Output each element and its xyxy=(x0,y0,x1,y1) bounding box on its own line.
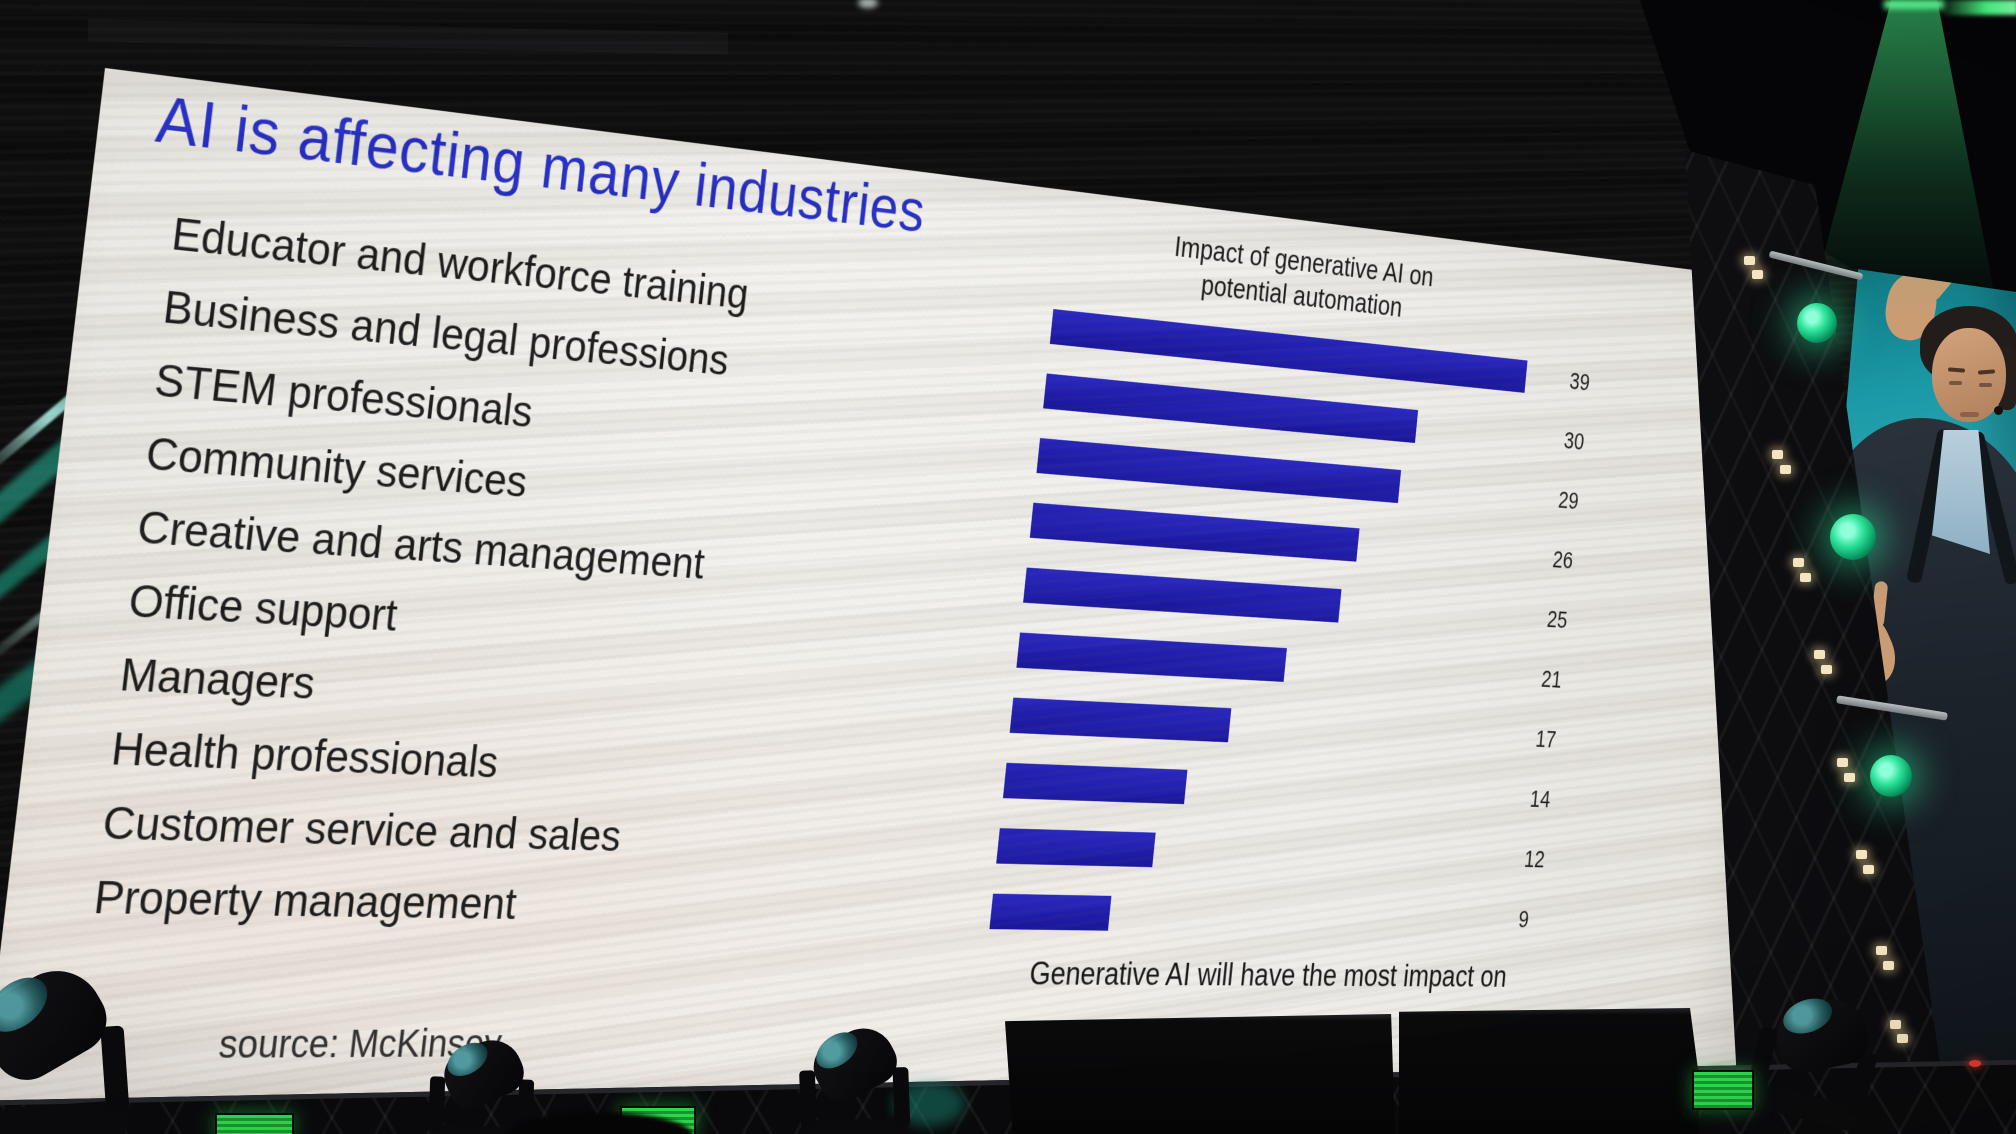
impact-value: 12 xyxy=(1523,846,1546,874)
corner-light-glow xyxy=(1938,0,2016,15)
light-lens xyxy=(441,1035,494,1083)
impact-value: 26 xyxy=(1551,546,1575,575)
light-lens xyxy=(809,1024,865,1076)
laptop-silhouette xyxy=(1399,1008,1699,1134)
speaker-eye xyxy=(1979,383,1992,387)
light-base xyxy=(802,1117,909,1134)
impact-bar xyxy=(1002,762,1188,805)
truss-led xyxy=(1752,270,1763,279)
impact-bar xyxy=(1016,632,1287,682)
impact-bar xyxy=(1009,697,1232,743)
overhead-truss-beam xyxy=(87,19,729,55)
impact-value: 29 xyxy=(1557,487,1580,515)
light-head xyxy=(435,1030,531,1116)
impact-bar xyxy=(1023,567,1342,623)
impact-value: 25 xyxy=(1545,606,1569,634)
speaker-eye xyxy=(1949,381,1962,385)
status-led xyxy=(1969,1060,1981,1067)
impact-bar xyxy=(989,893,1112,931)
industry-label: Health professionals xyxy=(108,721,502,787)
light-yoke xyxy=(428,1076,446,1133)
industry-label: Office support xyxy=(126,573,400,641)
projection-slide: AI is affecting many industries Impact o… xyxy=(0,68,1808,1108)
truss-led xyxy=(1793,558,1804,567)
chart-caption: Generative AI will have the most impact … xyxy=(1027,955,1509,994)
laptop-silhouette xyxy=(1005,1014,1395,1134)
green-stage-light xyxy=(1797,303,1837,343)
speaker-mouth xyxy=(1960,412,1979,417)
light-head xyxy=(804,1017,905,1110)
impact-value: 9 xyxy=(1517,906,1530,934)
impact-value: 39 xyxy=(1568,368,1591,397)
speaker-face xyxy=(1932,328,2006,422)
moving-head-light xyxy=(789,1017,919,1134)
green-stage-light xyxy=(1830,514,1876,560)
audience-head-silhouette xyxy=(505,1112,695,1134)
truss-led xyxy=(1780,465,1791,474)
truss-led xyxy=(1897,1034,1908,1043)
moving-head-light xyxy=(420,1030,543,1134)
ceiling-light-spot xyxy=(858,0,878,8)
truss-led xyxy=(1863,865,1874,874)
light-yoke xyxy=(892,1066,911,1127)
truss-led xyxy=(1856,850,1867,859)
impact-value: 21 xyxy=(1540,666,1563,694)
truss-led xyxy=(1876,946,1887,955)
industry-label: Property management xyxy=(91,869,520,929)
truss-led xyxy=(1883,961,1894,970)
beam-source-glow xyxy=(1884,0,1944,9)
truss-led xyxy=(1844,773,1855,782)
moving-head-light xyxy=(0,954,143,1134)
green-stage-light xyxy=(1870,755,1912,797)
light-lens xyxy=(0,966,58,1043)
industry-label: Managers xyxy=(117,647,318,709)
truss-led xyxy=(1800,573,1811,582)
headset-mic xyxy=(1994,406,2003,415)
truss-led xyxy=(1837,758,1848,767)
speaker-screen xyxy=(1791,258,2016,1080)
light-yoke xyxy=(100,1025,130,1114)
led-panel xyxy=(1692,1070,1754,1110)
impact-value: 14 xyxy=(1528,786,1552,814)
truss-led xyxy=(1744,256,1755,265)
truss-led xyxy=(1814,650,1825,659)
truss-led xyxy=(1890,1020,1901,1029)
truss-led xyxy=(1772,450,1783,459)
impact-value: 17 xyxy=(1534,726,1558,754)
industry-label: Customer service and sales xyxy=(100,795,624,861)
impact-bar xyxy=(1029,502,1360,562)
light-lens xyxy=(1778,992,1837,1040)
impact-value: 30 xyxy=(1562,427,1586,456)
led-panel xyxy=(215,1113,294,1134)
truss-led xyxy=(1821,665,1832,674)
impact-bar xyxy=(996,828,1156,868)
light-yoke xyxy=(799,1070,817,1130)
